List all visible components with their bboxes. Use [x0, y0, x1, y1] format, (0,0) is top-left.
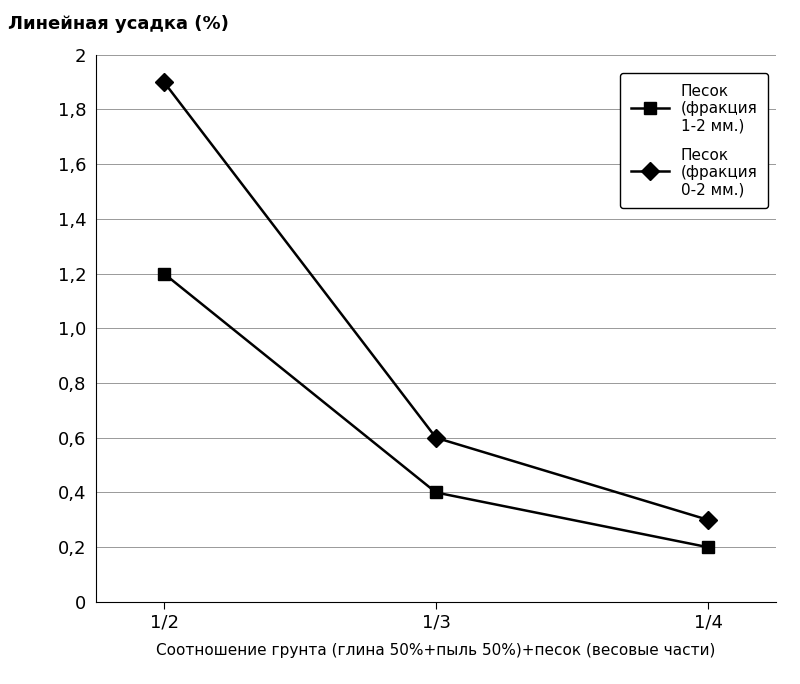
Legend: Песок
(фракция
1-2 мм.), Песок
(фракция
0-2 мм.): Песок (фракция 1-2 мм.), Песок (фракция …: [620, 73, 768, 208]
Text: Линейная усадка (%): Линейная усадка (%): [7, 15, 229, 33]
X-axis label: Соотношение грунта (глина 50%+пыль 50%)+песок (весовые части): Соотношение грунта (глина 50%+пыль 50%)+…: [156, 643, 716, 658]
